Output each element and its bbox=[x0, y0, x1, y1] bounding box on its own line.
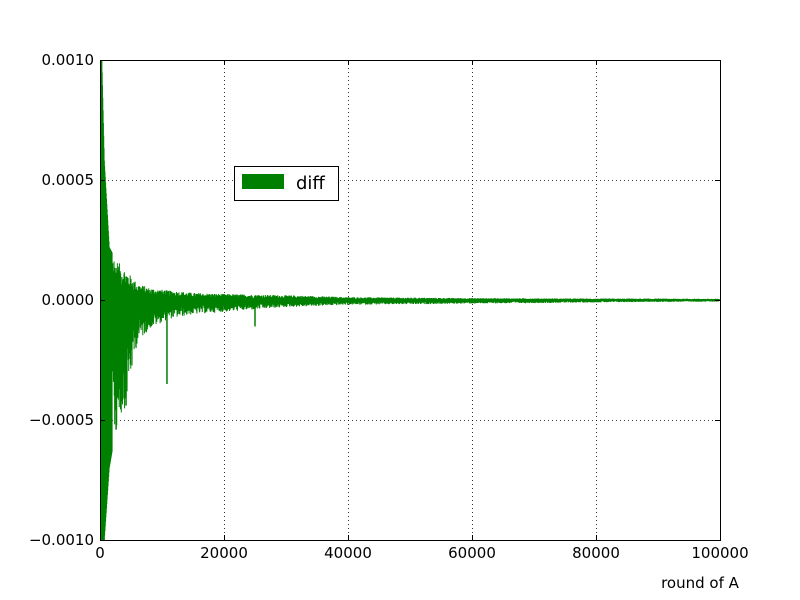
x-axis-label: round of A bbox=[661, 574, 740, 592]
y-tick-label-2: 0.0000 bbox=[42, 291, 95, 309]
y-tick-label-1: −0.0005 bbox=[29, 411, 94, 429]
legend-swatch-diff bbox=[242, 174, 284, 189]
y-tick-label-0: −0.0010 bbox=[29, 531, 94, 549]
y-tick-label-4: 0.0010 bbox=[42, 51, 95, 69]
x-tick-label-2: 40000 bbox=[324, 544, 372, 562]
x-tick-label-3: 60000 bbox=[448, 544, 496, 562]
x-tick-label-1: 20000 bbox=[200, 544, 248, 562]
y-axis-ticks: −0.0010 −0.0005 0.0000 0.0005 0.0010 bbox=[29, 51, 720, 549]
series-line-diff bbox=[100, 102, 720, 540]
x-tick-label-0: 0 bbox=[95, 544, 105, 562]
legend: diff bbox=[234, 166, 339, 201]
legend-label-diff: diff bbox=[296, 173, 325, 194]
x-axis-ticks: 0 20000 40000 60000 80000 100000 bbox=[95, 60, 749, 562]
y-tick-label-3: 0.0005 bbox=[42, 171, 95, 189]
x-tick-label-5: 100000 bbox=[691, 544, 748, 562]
x-tick-label-4: 80000 bbox=[572, 544, 620, 562]
